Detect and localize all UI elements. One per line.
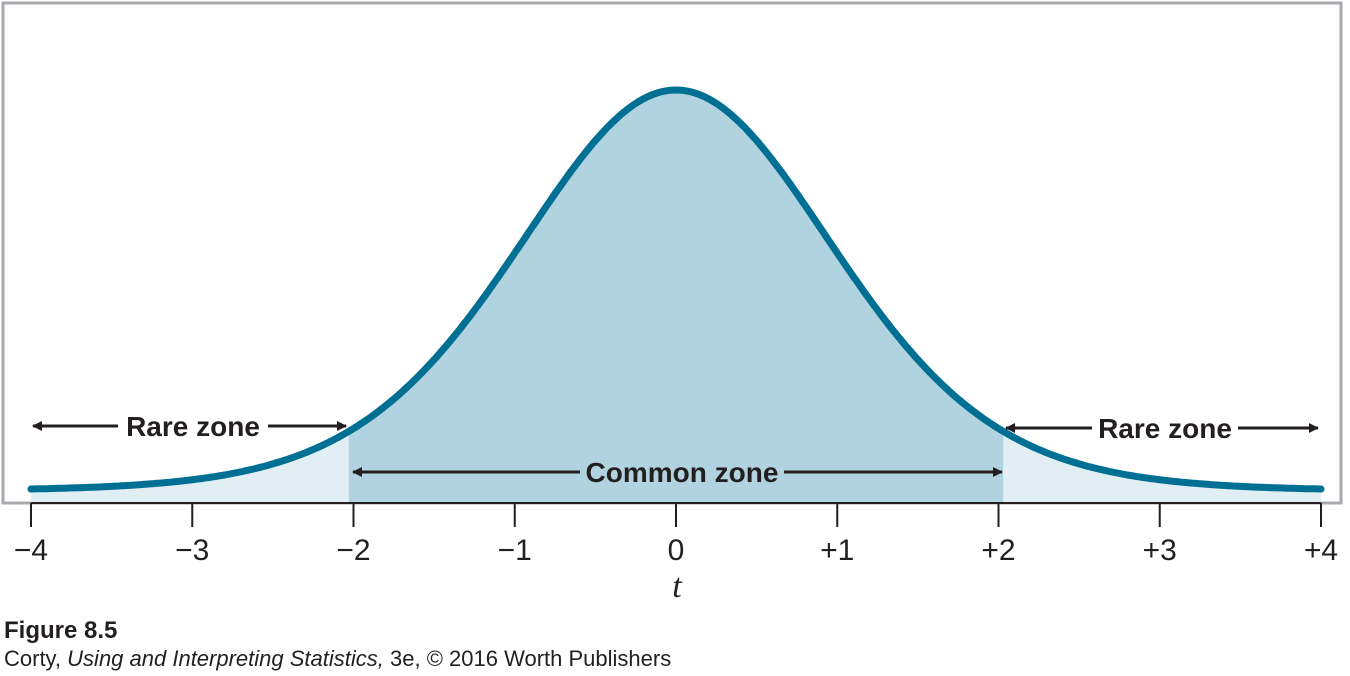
credit-publisher: 3e, © 2016 Worth Publishers [390,646,672,671]
rare-zone-left-area [31,431,349,503]
x-tick-label: −4 [14,534,48,567]
x-tick-label: −2 [336,534,370,567]
x-tick-label: +2 [981,534,1015,567]
density-curve [27,86,1325,493]
credit-author: Corty, [4,646,62,671]
common-zone-area [348,90,1004,503]
x-axis-title: t [672,568,683,605]
rare-zone-right-area [1003,431,1321,503]
credit-book-title: Using and Interpreting Statistics, [67,646,384,671]
figure-number: Figure 8.5 [4,617,118,644]
rare-zone-left-label: Rare zone [126,411,260,442]
x-tick-label: −3 [175,534,209,567]
x-tick-label: 0 [668,534,685,567]
common-zone-label: Common zone [586,457,779,488]
x-tick-label: +4 [1304,534,1338,567]
x-axis-ticks: −4 −3 −2 −1 0 +1 +2 +3 +4 [14,503,1338,567]
figure-credit: Corty, Using and Interpreting Statistics… [4,646,671,672]
x-tick-label: −1 [498,534,532,567]
x-tick-label: +3 [1143,534,1177,567]
x-tick-label: +1 [820,534,854,567]
rare-zone-right-label: Rare zone [1098,413,1232,444]
